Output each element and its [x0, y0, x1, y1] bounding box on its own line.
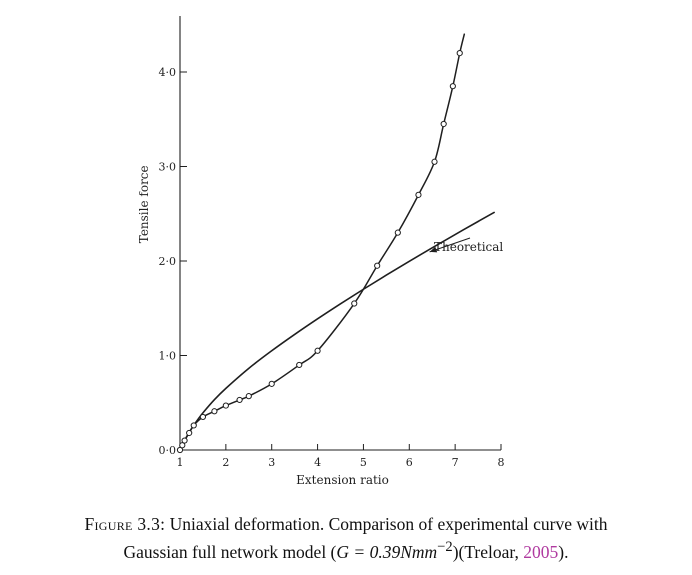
experimental-data-point	[456, 50, 463, 57]
caption-line2-end: ).	[558, 541, 569, 562]
experimental-data-point	[415, 191, 422, 198]
experimental-data-point	[351, 300, 358, 307]
experimental-data-point	[186, 429, 193, 437]
experimental-data-point	[236, 396, 243, 404]
experimental-data-point	[431, 158, 438, 165]
y-axis-label: Tensile force	[137, 165, 151, 243]
caption-line-2: Gaussian full network model (G = 0.39Nmm…	[0, 536, 692, 564]
experimental-data-point	[199, 413, 207, 421]
citation-year-link[interactable]: 2005	[523, 541, 559, 562]
x-tick-label: 6	[406, 456, 413, 469]
annotation-arrowhead	[429, 246, 438, 253]
y-tick-label: 3·0	[159, 161, 177, 174]
experimental-data-point	[179, 442, 186, 449]
x-tick-label: 5	[360, 456, 367, 469]
experimental-data-point	[190, 422, 197, 429]
annotation-arrow-line	[429, 237, 471, 253]
x-axis-label: Extension ratio	[296, 473, 389, 487]
experimental-data-point	[394, 229, 401, 236]
caption-line2-post: )(Treloar,	[452, 541, 524, 562]
caption-line1-text: Uniaxial deformation. Comparison of expe…	[169, 514, 608, 534]
experimental-data-point	[176, 446, 184, 454]
y-tick-label: 0·0	[159, 444, 177, 457]
experimental-data-point	[374, 262, 381, 269]
experimental-data-point	[211, 408, 218, 415]
y-tick-label: 1·0	[159, 350, 177, 363]
annotation-layer: Theoretical	[429, 237, 503, 254]
y-tick-label: 2·0	[159, 255, 177, 268]
experimental-data-point	[181, 437, 188, 444]
experimental-data-point	[268, 380, 275, 387]
experimental-curve	[179, 33, 466, 451]
caption-figure-label: Figure 3.3:	[84, 514, 166, 534]
experimental-data-point	[314, 347, 321, 354]
experimental-data-point	[245, 393, 252, 400]
annotation-label-theoretical: Theoretical	[434, 240, 503, 254]
experimental-data-point	[296, 361, 303, 369]
caption-math: G = 0.39Nmm	[336, 541, 438, 562]
marker-layer	[176, 50, 463, 454]
x-tick-label: 1	[177, 456, 184, 469]
figure-caption: Figure 3.3: Uniaxial deformation. Compar…	[0, 513, 692, 564]
caption-line2-pre: Gaussian full network model (	[123, 541, 337, 562]
axes: 1 2 3 4 5 6 7 8 0·0 1·0 2·0 3·0 4·0 Extension ratio Te…	[137, 16, 505, 487]
x-tick-label: 4	[314, 456, 321, 469]
experimental-data-point	[222, 402, 229, 409]
y-tick-label: 4·0	[159, 66, 177, 79]
experimental-data-point	[449, 83, 456, 90]
x-tick-label: 2	[222, 456, 229, 469]
experimental-data-point	[440, 120, 447, 128]
caption-math-exponent: −2	[437, 539, 453, 555]
chart-figure: 1 2 3 4 5 6 7 8 0·0 1·0 2·0 3·0 4·0 Extension ratio Te…	[137, 16, 505, 487]
x-tick-label: 7	[452, 456, 459, 469]
x-tick-label: 3	[268, 456, 275, 469]
x-tick-label: 8	[498, 456, 505, 469]
caption-line-1: Figure 3.3: Uniaxial deformation. Compar…	[0, 513, 692, 536]
